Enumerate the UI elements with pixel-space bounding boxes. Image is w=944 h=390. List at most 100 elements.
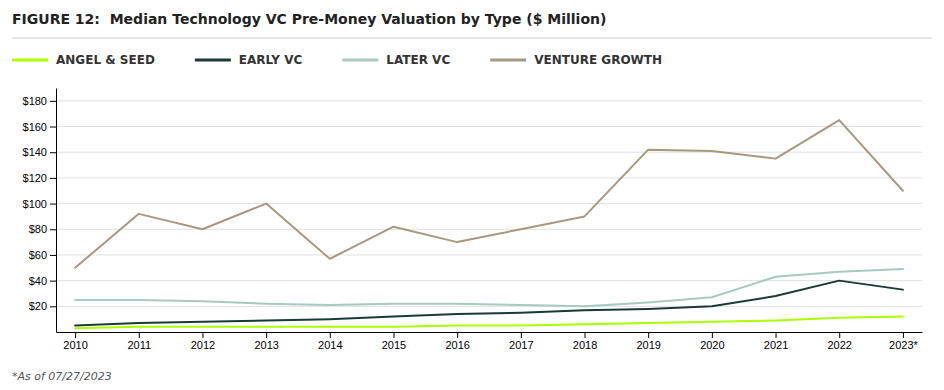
legend-label: EARLY VC bbox=[239, 53, 303, 67]
x-tick: 2020 bbox=[700, 332, 724, 351]
x-tick: 2019 bbox=[636, 332, 660, 351]
legend-swatch bbox=[342, 59, 378, 62]
rule bbox=[12, 38, 932, 39]
x-tick-label: 2010 bbox=[63, 339, 87, 351]
legend-label: LATER VC bbox=[386, 53, 450, 67]
y-axis-line bbox=[56, 89, 57, 333]
plot-area: 2010 2011 2012 2013 2014 2015 2016 2017 2018 2019… bbox=[23, 89, 923, 351]
grid-line bbox=[56, 126, 922, 127]
y-tick-mark bbox=[50, 101, 56, 102]
x-tick: 2017 bbox=[509, 332, 533, 351]
y-tick-label: $60 bbox=[29, 249, 47, 261]
y-tick-mark bbox=[50, 306, 56, 307]
y-tick: $120 bbox=[23, 172, 56, 184]
x-axis-line bbox=[57, 332, 923, 333]
x-tick-mark bbox=[330, 332, 331, 338]
y-tick-mark bbox=[50, 152, 56, 153]
x-tick: 2021 bbox=[764, 332, 788, 351]
x-tick-mark bbox=[202, 332, 203, 338]
grid-line bbox=[56, 280, 922, 281]
y-tick-label: $180 bbox=[23, 95, 47, 107]
x-tick: 2016 bbox=[445, 332, 469, 351]
x-tick: 2015 bbox=[382, 332, 406, 351]
y-tick: $20 bbox=[29, 300, 56, 312]
legend-swatch bbox=[12, 59, 48, 62]
y-tick-label: $40 bbox=[29, 275, 47, 287]
grid-line bbox=[56, 100, 922, 101]
y-tick-label: $100 bbox=[23, 198, 47, 210]
line bbox=[75, 269, 903, 306]
y-axis: $20 $40 $60 $80 $100 $120 $140 $160 $180 bbox=[23, 89, 57, 333]
x-tick-mark bbox=[648, 332, 649, 338]
x-tick: 2012 bbox=[191, 332, 215, 351]
x-tick: 2010 bbox=[63, 332, 87, 351]
y-tick: $100 bbox=[23, 198, 56, 210]
grid-line bbox=[56, 229, 922, 230]
x-tick-mark bbox=[776, 332, 777, 338]
y-tick-label: $80 bbox=[29, 223, 47, 235]
legend-label: ANGEL & SEED bbox=[56, 53, 155, 67]
legend-label: VENTURE GROWTH bbox=[534, 53, 662, 67]
grid-line bbox=[56, 306, 922, 307]
x-tick: 2022 bbox=[827, 332, 851, 351]
legend-item: VENTURE GROWTH bbox=[490, 53, 662, 67]
y-tick-mark bbox=[50, 255, 56, 256]
x-tick: 2013 bbox=[254, 332, 278, 351]
legend: ANGEL & SEED EARLY VC LATER VC VENTURE GROW… bbox=[12, 53, 662, 67]
legend-item: ANGEL & SEED bbox=[12, 53, 155, 67]
x-tick-label: 2023* bbox=[889, 339, 918, 351]
x-tick-label: 2019 bbox=[636, 339, 660, 351]
y-tick-mark bbox=[50, 178, 56, 179]
grid-line bbox=[56, 254, 922, 255]
x-tick: 2011 bbox=[127, 332, 151, 351]
x-tick-label: 2014 bbox=[318, 339, 342, 351]
y-tick-label: $160 bbox=[23, 121, 47, 133]
x-tick: 2023* bbox=[889, 332, 918, 351]
x-tick: 2014 bbox=[318, 332, 342, 351]
legend-item: LATER VC bbox=[342, 53, 450, 67]
chart: FIGURE 12: Median Technology VC Pre-Mone… bbox=[0, 0, 944, 390]
y-tick: $60 bbox=[29, 249, 56, 261]
x-tick-mark bbox=[839, 332, 840, 338]
y-tick-mark bbox=[50, 229, 56, 230]
legend-swatch bbox=[490, 59, 526, 62]
x-tick-label: 2016 bbox=[445, 339, 469, 351]
grid-line bbox=[56, 203, 922, 204]
x-tick-label: 2022 bbox=[827, 339, 851, 351]
y-tick: $180 bbox=[23, 95, 56, 107]
y-tick: $140 bbox=[23, 146, 56, 158]
line bbox=[75, 281, 903, 326]
legend-item: EARLY VC bbox=[195, 53, 303, 67]
x-tick-mark bbox=[903, 332, 904, 338]
x-tick-label: 2012 bbox=[191, 339, 215, 351]
x-tick-label: 2011 bbox=[127, 339, 151, 351]
x-tick-label: 2015 bbox=[382, 339, 406, 351]
x-tick-label: 2017 bbox=[509, 339, 533, 351]
x-tick-label: 2013 bbox=[254, 339, 278, 351]
y-tick-label: $140 bbox=[23, 146, 47, 158]
grid-line bbox=[56, 177, 922, 178]
line bbox=[75, 120, 903, 268]
x-tick: 2018 bbox=[573, 332, 597, 351]
y-tick: $160 bbox=[23, 121, 56, 133]
y-tick-mark bbox=[50, 281, 56, 282]
x-tick-mark bbox=[521, 332, 522, 338]
y-tick-mark bbox=[50, 127, 56, 128]
y-tick: $40 bbox=[29, 275, 56, 287]
x-tick-mark bbox=[75, 332, 76, 338]
x-tick-mark bbox=[712, 332, 713, 338]
title: FIGURE 12: Median Technology VC Pre-Mone… bbox=[12, 11, 606, 27]
y-tick-mark bbox=[50, 204, 56, 205]
x-tick-mark bbox=[139, 332, 140, 338]
x-tick-label: 2021 bbox=[764, 339, 788, 351]
grid bbox=[56, 101, 922, 306]
x-tick-mark bbox=[457, 332, 458, 338]
legend-swatch bbox=[195, 59, 231, 62]
footnote: *As of 07/27/2023 bbox=[12, 370, 112, 383]
x-axis: 2010 2011 2012 2013 2014 2015 2016 2017 2018 2019… bbox=[57, 332, 923, 351]
x-tick-mark bbox=[393, 332, 394, 338]
grid-line bbox=[56, 152, 922, 153]
x-tick-label: 2018 bbox=[573, 339, 597, 351]
y-tick-label: $20 bbox=[29, 300, 47, 312]
x-tick-label: 2020 bbox=[700, 339, 724, 351]
